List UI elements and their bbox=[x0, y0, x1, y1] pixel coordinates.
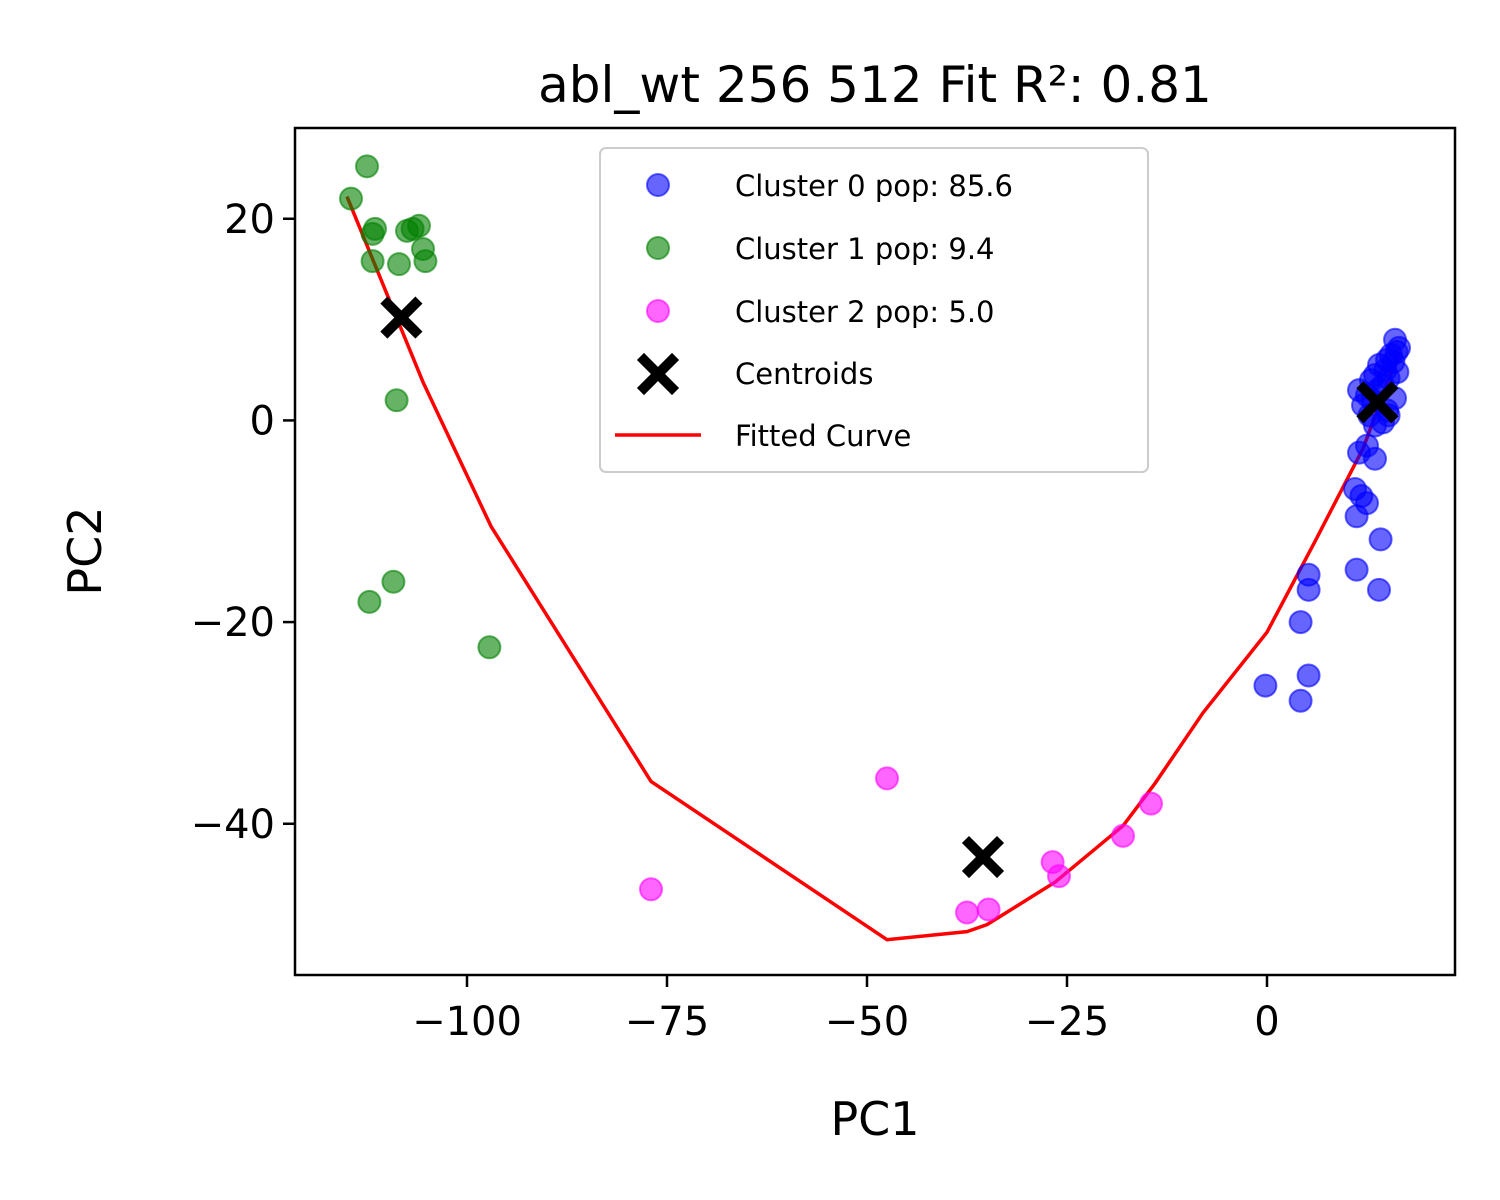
cluster-1-point bbox=[355, 154, 379, 179]
centroid-marker bbox=[1356, 381, 1399, 424]
cluster-0-point bbox=[1367, 577, 1391, 602]
cluster-0-point bbox=[1296, 577, 1321, 602]
y-tick-label: 0 bbox=[250, 398, 275, 444]
cluster-2-point bbox=[639, 877, 663, 902]
cluster-1-point bbox=[360, 249, 385, 274]
legend-box bbox=[599, 147, 1149, 473]
cluster-0-point bbox=[1288, 688, 1313, 713]
x-axis-label: PC1 bbox=[830, 1092, 919, 1146]
centroid-marker bbox=[961, 835, 1005, 879]
x-tick-label: −75 bbox=[625, 999, 709, 1045]
scatter-points-layer bbox=[339, 154, 1411, 925]
x-tick-label: −100 bbox=[412, 999, 522, 1045]
cluster-1-point bbox=[339, 186, 363, 211]
cluster-2-point bbox=[1047, 864, 1071, 889]
cluster-0-point bbox=[1368, 527, 1393, 552]
cluster-2-point bbox=[1111, 823, 1135, 848]
cluster-2-point bbox=[976, 897, 1001, 922]
y-tick-label: −40 bbox=[191, 802, 275, 848]
axes-frame bbox=[293, 126, 1457, 977]
x-tick-label: −50 bbox=[825, 999, 909, 1045]
cluster-0-point bbox=[1363, 446, 1387, 471]
cluster-0-point bbox=[1296, 663, 1321, 688]
legend-label-cluster-2: Cluster 2 pop: 5.0 bbox=[735, 295, 995, 329]
cluster-2-point bbox=[875, 766, 899, 791]
legend: Cluster 0 pop: 85.6 Cluster 1 pop: 9.4 C… bbox=[599, 147, 1149, 473]
x-tick-label: −25 bbox=[1025, 999, 1109, 1045]
y-axis-label: PC2 bbox=[58, 506, 112, 595]
x-axis-ticks: −100 −75 −50 −25 0 bbox=[412, 975, 1280, 1045]
legend-marker-cluster-2 bbox=[646, 299, 670, 323]
x-tick-label: 0 bbox=[1254, 999, 1279, 1045]
legend-label-fitted-curve: Fitted Curve bbox=[735, 419, 911, 453]
centroid-layer bbox=[380, 296, 1399, 879]
cluster-0-point bbox=[1385, 360, 1410, 385]
cluster-1-point bbox=[360, 221, 385, 246]
cluster-2-point bbox=[955, 900, 979, 925]
legend-label-centroids: Centroids bbox=[735, 357, 873, 391]
legend-label-cluster-1: Cluster 1 pop: 9.4 bbox=[735, 232, 995, 266]
cluster-2-point bbox=[1139, 791, 1163, 816]
cluster-1-point bbox=[477, 635, 502, 660]
legend-marker-cluster-0 bbox=[646, 173, 670, 197]
cluster-0-point bbox=[1288, 610, 1313, 635]
chart-title: abl_wt 256 512 Fit R²: 0.81 bbox=[538, 56, 1212, 114]
centroid-marker bbox=[380, 296, 423, 339]
cluster-1-point bbox=[413, 249, 438, 274]
y-axis-ticks: −40 −20 0 20 bbox=[191, 197, 295, 848]
cluster-1-point bbox=[357, 589, 382, 614]
plot-area bbox=[339, 154, 1411, 942]
legend-marker-centroids bbox=[636, 352, 680, 396]
legend-label-cluster-0: Cluster 0 pop: 85.6 bbox=[735, 169, 1013, 203]
y-tick-label: −20 bbox=[191, 600, 275, 646]
legend-marker-cluster-1 bbox=[646, 236, 670, 260]
cluster-1-point bbox=[387, 252, 411, 277]
cluster-0-point bbox=[1344, 504, 1369, 529]
cluster-0-point bbox=[1344, 557, 1369, 582]
cluster-1-point bbox=[407, 213, 431, 238]
cluster-1-point bbox=[384, 388, 409, 413]
cluster-0-point bbox=[1253, 673, 1278, 698]
y-tick-label: 20 bbox=[224, 197, 275, 243]
cluster-1-point bbox=[381, 569, 406, 594]
